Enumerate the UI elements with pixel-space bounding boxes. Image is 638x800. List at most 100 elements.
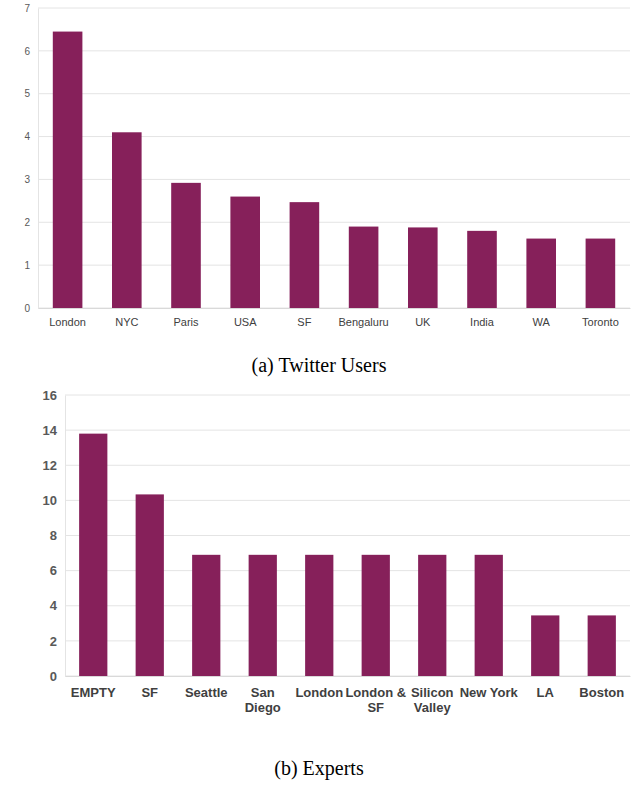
- x-tick-label: Bengaluru: [339, 316, 389, 328]
- x-tick: USA: [234, 308, 257, 328]
- y-tick: 4: [50, 598, 65, 613]
- bar: [136, 494, 164, 676]
- bars: [79, 434, 616, 676]
- grid-line: [38, 93, 630, 94]
- y-tick-label: 1: [24, 260, 30, 271]
- x-tick: Seattle: [185, 676, 228, 700]
- bar: [418, 555, 446, 676]
- x-tick-label: SiliconValley: [411, 685, 454, 715]
- y-tick: 6: [50, 563, 65, 578]
- caption: (b) Experts: [274, 757, 364, 780]
- figure: 01234567LondonNYCParisUSASFBengaluruUKIn…: [0, 0, 638, 800]
- x-tick-label: India: [470, 316, 495, 328]
- grid-line: [38, 8, 630, 9]
- x-tick: WA: [533, 308, 551, 328]
- grid-line: [65, 395, 630, 396]
- y-tick-label: 4: [50, 598, 58, 613]
- x-tick: London: [49, 308, 86, 328]
- y-tick: 0: [50, 669, 65, 684]
- bar: [526, 239, 556, 308]
- y-tick: 0: [24, 303, 38, 314]
- x-tick-label: EMPTY: [71, 685, 116, 700]
- x-tick: New York: [460, 676, 519, 700]
- bar: [290, 202, 320, 308]
- y-tick: 3: [24, 174, 38, 185]
- x-tick: Paris: [173, 308, 199, 328]
- y-tick: 10: [43, 493, 65, 508]
- grid: [65, 395, 630, 676]
- bar: [349, 227, 379, 308]
- x-tick-label: Boston: [579, 685, 624, 700]
- bar: [192, 555, 220, 676]
- y-tick: 14: [43, 423, 65, 438]
- bar: [53, 32, 83, 308]
- grid-line: [65, 465, 630, 466]
- y-tick: 8: [50, 528, 65, 543]
- bar: [475, 555, 503, 676]
- y-tick-label: 7: [24, 3, 30, 14]
- x-tick: SF: [141, 676, 158, 700]
- y-tick: 1: [24, 260, 38, 271]
- bar: [171, 183, 201, 308]
- y-tick-label: 3: [24, 174, 30, 185]
- bar: [408, 227, 438, 308]
- bars: [53, 32, 615, 308]
- bar: [362, 555, 390, 676]
- x-axis: EMPTY SF Seattle SanDiego LondonLondon &SFSi…: [66, 676, 631, 715]
- y-tick: 7: [24, 3, 38, 14]
- y-tick: 6: [24, 46, 38, 57]
- x-tick: EMPTY: [71, 676, 116, 700]
- y-tick-label: 14: [43, 423, 58, 438]
- grid: [38, 8, 630, 308]
- y-axis: 0246810121416: [43, 388, 66, 684]
- x-tick: India: [470, 308, 495, 328]
- chart: 0246810121416EMPTYSFSeattleSanDiegoLondo…: [43, 388, 631, 780]
- x-tick-label: USA: [234, 316, 257, 328]
- bar: [305, 555, 333, 676]
- x-tick: Bengaluru: [339, 308, 389, 328]
- y-tick-label: 5: [24, 88, 30, 99]
- y-tick-label: 8: [50, 528, 57, 543]
- y-tick: 2: [24, 217, 38, 228]
- bar: [112, 132, 142, 308]
- x-tick-label: Toronto: [582, 316, 619, 328]
- grid-line: [38, 50, 630, 51]
- bar: [531, 615, 559, 676]
- y-tick: 2: [50, 634, 65, 649]
- y-axis-line: [38, 9, 39, 309]
- y-tick-label: 2: [24, 217, 30, 228]
- x-tick: London &SF: [345, 676, 406, 715]
- y-tick-label: 12: [43, 458, 57, 473]
- y-tick: 12: [43, 458, 65, 473]
- y-tick-label: 6: [24, 46, 30, 57]
- x-tick: LA: [537, 676, 555, 700]
- x-tick: Toronto: [582, 308, 619, 328]
- y-tick-label: 0: [50, 669, 57, 684]
- x-tick: SiliconValley: [411, 676, 454, 715]
- x-tick: SF: [297, 308, 311, 328]
- x-tick-label: London: [295, 685, 343, 700]
- y-tick-label: 0: [24, 303, 30, 314]
- x-tick-label: WA: [533, 316, 551, 328]
- bar: [249, 555, 277, 676]
- x-tick-label: UK: [415, 316, 431, 328]
- x-tick: London: [295, 676, 343, 700]
- x-tick-label: London: [49, 316, 86, 328]
- x-tick-label: Seattle: [185, 685, 228, 700]
- bar: [467, 231, 497, 308]
- y-tick-label: 6: [50, 563, 57, 578]
- x-tick: Boston: [579, 676, 624, 700]
- x-tick-label: NYC: [115, 316, 138, 328]
- y-tick: 4: [24, 131, 38, 142]
- y-tick-label: 10: [43, 493, 57, 508]
- x-tick-label: SF: [297, 316, 311, 328]
- x-tick-label: SanDiego: [245, 685, 281, 715]
- x-axis-line: [39, 308, 631, 309]
- x-tick-label: New York: [460, 685, 519, 700]
- x-tick: UK: [415, 308, 431, 328]
- bar: [230, 197, 260, 308]
- grid-line: [65, 430, 630, 431]
- x-tick-label: London &SF: [345, 685, 406, 715]
- y-axis: 0 1 2 3 4 5 6 7: [24, 3, 38, 314]
- x-tick-label: SF: [141, 685, 158, 700]
